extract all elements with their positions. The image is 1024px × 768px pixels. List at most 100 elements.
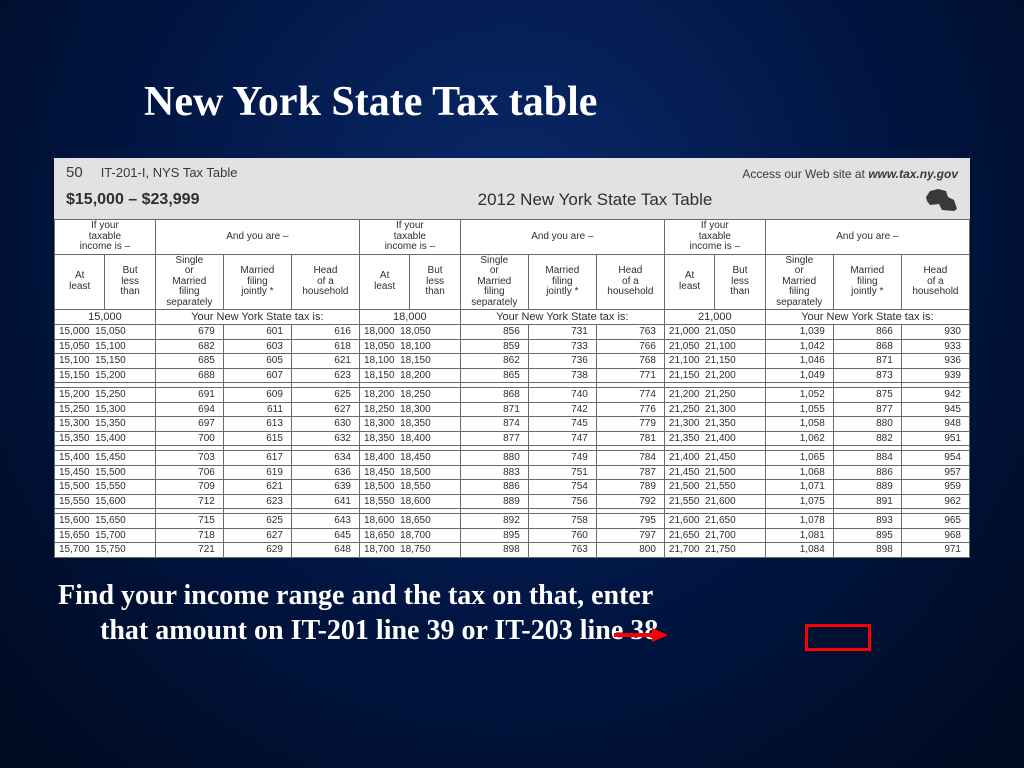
income-cell: 15,300 15,350: [55, 417, 156, 432]
table-row: 15,650 15,70071862764518,650 18,70089576…: [55, 528, 970, 543]
income-cell: 21,600 21,650: [664, 514, 765, 529]
income-cell: 21,500 21,550: [664, 480, 765, 495]
tax-value-cell: 639: [291, 480, 359, 495]
tax-value-cell: 779: [596, 417, 664, 432]
income-cell: 18,550 18,600: [359, 494, 460, 509]
tax-value-cell: 700: [155, 431, 223, 446]
tax-value-cell: 738: [528, 368, 596, 383]
table-row: 15,050 15,10068260361818,050 18,10085973…: [55, 339, 970, 354]
hdr-hoh-1: Head of a household: [596, 254, 664, 310]
tax-value-cell: 939: [901, 368, 969, 383]
tax-value-cell: 632: [291, 431, 359, 446]
tax-value-cell: 706: [155, 465, 223, 480]
income-cell: 15,150 15,200: [55, 368, 156, 383]
tax-value-cell: 954: [901, 451, 969, 466]
income-cell: 15,250 15,300: [55, 402, 156, 417]
tax-value-cell: 636: [291, 465, 359, 480]
tax-value-cell: 792: [596, 494, 664, 509]
doc-header-row2: $15,000 – $23,999 2012 New York State Ta…: [54, 183, 970, 219]
tax-value-cell: 968: [901, 528, 969, 543]
tax-value-cell: 948: [901, 417, 969, 432]
hdr-youare-0: And you are –: [155, 220, 359, 255]
tax-value-cell: 895: [460, 528, 528, 543]
slide-title: New York State Tax table: [144, 78, 970, 126]
tax-value-cell: 754: [528, 480, 596, 495]
tax-value-cell: 682: [155, 339, 223, 354]
tax-value-cell: 800: [596, 543, 664, 558]
tax-value-cell: 875: [833, 388, 901, 403]
tax-value-cell: 942: [901, 388, 969, 403]
tax-value-cell: 898: [833, 543, 901, 558]
tax-value-cell: 873: [833, 368, 901, 383]
instruction-line2: that amount on IT-201 line 39 or IT-203 …: [58, 613, 960, 648]
website-url: www.tax.ny.gov: [868, 167, 958, 181]
income-cell: 21,100 21,150: [664, 354, 765, 369]
website-note: Access our Web site at www.tax.ny.gov: [742, 167, 958, 181]
table-row: 15,250 15,30069461162718,250 18,30087174…: [55, 402, 970, 417]
table-row: 15,300 15,35069761363018,300 18,35087474…: [55, 417, 970, 432]
tax-value-cell: 613: [223, 417, 291, 432]
tax-value-cell: 763: [528, 543, 596, 558]
tax-value-cell: 616: [291, 325, 359, 340]
tax-value-cell: 621: [291, 354, 359, 369]
tax-value-cell: 951: [901, 431, 969, 446]
tax-value-cell: 617: [223, 451, 291, 466]
website-prefix: Access our Web site at: [742, 167, 868, 181]
income-cell: 18,400 18,450: [359, 451, 460, 466]
tax-document: 50 IT-201-I, NYS Tax Table Access our We…: [54, 158, 970, 558]
income-cell: 15,000 15,050: [55, 325, 156, 340]
table-row: 15,700 15,75072162964818,700 18,75089876…: [55, 543, 970, 558]
tax-value-cell: 697: [155, 417, 223, 432]
tax-value-cell: 1,055: [765, 402, 833, 417]
tax-value-cell: 615: [223, 431, 291, 446]
income-cell: 18,250 18,300: [359, 402, 460, 417]
table-row: 15,550 15,60071262364118,550 18,60088975…: [55, 494, 970, 509]
table-row: 15,100 15,15068560562118,100 18,15086273…: [55, 354, 970, 369]
income-cell: 15,100 15,150: [55, 354, 156, 369]
tax-value-cell: 605: [223, 354, 291, 369]
tax-value-cell: 712: [155, 494, 223, 509]
tax-value-cell: 607: [223, 368, 291, 383]
tax-value-cell: 643: [291, 514, 359, 529]
tax-value-cell: 957: [901, 465, 969, 480]
income-cell: 18,050 18,100: [359, 339, 460, 354]
table-row: 15,200 15,25069160962518,200 18,25086874…: [55, 388, 970, 403]
tax-value-cell: 736: [528, 354, 596, 369]
income-cell: 18,600 18,650: [359, 514, 460, 529]
hdr-youare-1: And you are –: [460, 220, 664, 255]
tax-value-cell: 882: [833, 431, 901, 446]
tax-value-cell: 930: [901, 325, 969, 340]
table-row: 15,150 15,20068860762318,150 18,20086573…: [55, 368, 970, 383]
tax-value-cell: 874: [460, 417, 528, 432]
tax-value-cell: 611: [223, 402, 291, 417]
income-cell: 21,050 21,100: [664, 339, 765, 354]
your-tax-is-label: Your New York State tax is:: [460, 310, 664, 325]
tax-value-cell: 691: [155, 388, 223, 403]
hdr-atleast-1: At least: [359, 254, 409, 310]
income-cell: 15,650 15,700: [55, 528, 156, 543]
tax-value-cell: 880: [460, 451, 528, 466]
income-cell: 18,700 18,750: [359, 543, 460, 558]
tax-value-cell: 795: [596, 514, 664, 529]
hdr-atleast-0: At least: [55, 254, 105, 310]
tax-value-cell: 763: [596, 325, 664, 340]
income-cell: 21,550 21,600: [664, 494, 765, 509]
table-row: 15,350 15,40070061563218,350 18,40087774…: [55, 431, 970, 446]
income-cell: 21,150 21,200: [664, 368, 765, 383]
tax-value-cell: 883: [460, 465, 528, 480]
doc-header-left: 50 IT-201-I, NYS Tax Table: [66, 164, 238, 181]
tax-value-cell: 648: [291, 543, 359, 558]
hdr-income-2: If your taxable income is –: [664, 220, 765, 255]
tax-value-cell: 618: [291, 339, 359, 354]
tax-value-cell: 797: [596, 528, 664, 543]
form-name: IT-201-I, NYS Tax Table: [101, 165, 238, 180]
tax-value-cell: 886: [460, 480, 528, 495]
income-cell: 15,350 15,400: [55, 431, 156, 446]
tax-value-cell: 1,058: [765, 417, 833, 432]
hdr-single-0: Single or Married filing separately: [155, 254, 223, 310]
tax-value-cell: 889: [833, 480, 901, 495]
tax-value-cell: 971: [901, 543, 969, 558]
header-row-2: At least But less than Single or Married…: [55, 254, 970, 310]
tax-value-cell: 877: [460, 431, 528, 446]
table-row: 15,450 15,50070661963618,450 18,50088375…: [55, 465, 970, 480]
